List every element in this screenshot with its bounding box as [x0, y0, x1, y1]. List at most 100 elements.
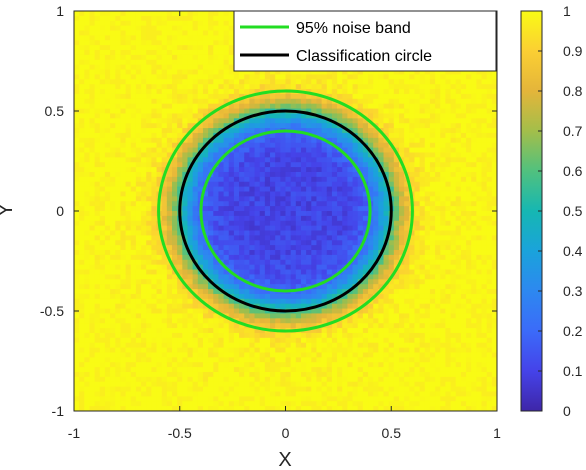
heatmap-cell — [99, 211, 106, 217]
heatmap-cell — [177, 240, 183, 246]
heatmap-cell — [316, 69, 323, 76]
heatmap-cell — [228, 113, 235, 119]
heatmap-cell — [120, 235, 127, 241]
heatmap-cell — [166, 367, 173, 373]
heatmap-cell — [146, 376, 152, 383]
heatmap-cell — [368, 235, 374, 241]
heatmap-cell — [326, 186, 333, 193]
heatmap-cell — [110, 157, 116, 163]
heatmap-cell — [89, 30, 96, 36]
heatmap-cell — [321, 176, 328, 183]
heatmap-cell — [141, 206, 147, 212]
heatmap-cell — [347, 371, 354, 378]
heatmap-cell — [156, 123, 163, 129]
heatmap-cell — [208, 15, 214, 22]
heatmap-cell — [300, 381, 307, 388]
heatmap-cell — [161, 103, 168, 110]
heatmap-cell — [337, 84, 343, 90]
heatmap-cell — [295, 269, 302, 276]
heatmap-cell — [218, 162, 225, 168]
heatmap-cell — [300, 284, 307, 290]
heatmap-cell — [84, 11, 91, 17]
heatmap-cell — [352, 220, 359, 227]
heatmap-cell — [84, 176, 91, 183]
heatmap-cell — [74, 337, 80, 344]
heatmap-cell — [254, 289, 261, 295]
heatmap-cell — [99, 89, 106, 95]
heatmap-cell — [161, 15, 168, 22]
heatmap-cell — [300, 298, 307, 305]
heatmap-cell — [254, 147, 261, 154]
heatmap-cell — [213, 250, 220, 256]
heatmap-cell — [146, 167, 152, 173]
heatmap-cell — [228, 406, 235, 411]
heatmap-cell — [115, 69, 122, 76]
heatmap-cell — [146, 274, 152, 280]
heatmap-cell — [311, 176, 318, 183]
heatmap-cell — [177, 264, 183, 271]
heatmap-cell — [99, 15, 106, 22]
heatmap-cell — [383, 147, 390, 154]
heatmap-cell — [161, 113, 168, 119]
heatmap-cell — [300, 254, 307, 261]
heatmap-cell — [311, 118, 318, 124]
heatmap-cell — [383, 337, 390, 344]
heatmap-cell — [337, 308, 343, 315]
heatmap-cell — [326, 157, 333, 163]
heatmap-cell — [172, 118, 178, 124]
heatmap-cell — [337, 113, 343, 119]
heatmap-cell — [125, 274, 132, 280]
heatmap-cell — [295, 113, 302, 119]
heatmap-cell — [347, 298, 354, 305]
heatmap-cell — [146, 89, 152, 95]
heatmap-cell — [104, 401, 111, 407]
heatmap-cell — [156, 352, 163, 358]
heatmap-cell — [352, 113, 359, 119]
heatmap-cell — [197, 406, 204, 411]
heatmap-cell — [239, 274, 245, 280]
heatmap-cell — [192, 93, 199, 100]
heatmap-cell — [192, 54, 199, 61]
heatmap-cell — [270, 201, 276, 207]
heatmap-cell — [383, 108, 390, 115]
heatmap-cell — [218, 196, 225, 202]
heatmap-cell — [94, 318, 101, 324]
heatmap-cell — [135, 357, 142, 363]
heatmap-cell — [378, 157, 385, 163]
heatmap-cell — [94, 347, 101, 354]
heatmap-cell — [146, 371, 152, 378]
heatmap-cell — [295, 245, 302, 251]
heatmap-cell — [270, 303, 276, 310]
heatmap-cell — [115, 386, 122, 393]
heatmap-cell — [337, 264, 343, 271]
heatmap-cell — [249, 308, 256, 315]
heatmap-cell — [228, 381, 235, 388]
heatmap-cell — [115, 113, 122, 119]
heatmap-cell — [368, 313, 374, 319]
heatmap-cell — [130, 274, 137, 280]
heatmap-cell — [290, 157, 297, 163]
heatmap-cell — [104, 269, 111, 276]
heatmap-cell — [352, 98, 359, 105]
heatmap-cell — [368, 181, 374, 188]
heatmap-cell — [79, 147, 85, 154]
heatmap-cell — [79, 220, 85, 227]
heatmap-cell — [99, 371, 106, 378]
heatmap-cell — [383, 269, 390, 276]
heatmap-cell — [326, 235, 333, 241]
heatmap-cell — [342, 147, 348, 154]
heatmap-cell — [99, 35, 106, 41]
heatmap-cell — [125, 15, 132, 22]
heatmap-cell — [208, 113, 214, 119]
heatmap-cell — [125, 45, 132, 51]
heatmap-cell — [104, 347, 111, 354]
heatmap-cell — [249, 259, 256, 266]
heatmap-cell — [295, 396, 302, 402]
heatmap-cell — [156, 98, 163, 105]
heatmap-cell — [347, 406, 354, 411]
heatmap-cell — [218, 215, 225, 222]
heatmap-cell — [202, 30, 209, 36]
heatmap-cell — [228, 191, 235, 197]
heatmap-cell — [74, 225, 80, 232]
heatmap-cell — [104, 167, 111, 173]
